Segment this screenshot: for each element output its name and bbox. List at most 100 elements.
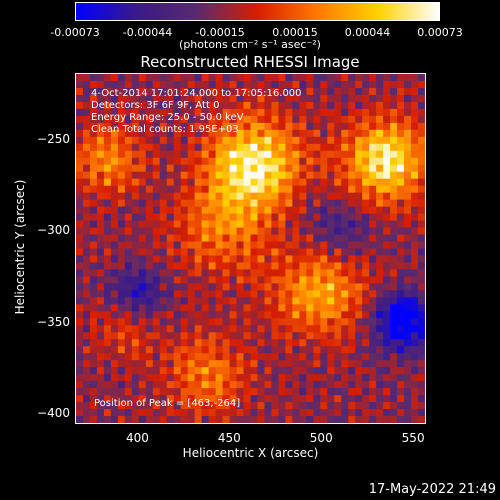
heatmap-cell <box>299 402 307 410</box>
heatmap-cell <box>320 325 328 333</box>
heatmap-cell <box>285 374 293 382</box>
heatmap-cell <box>348 94 356 103</box>
heatmap-cell <box>362 192 370 201</box>
heatmap-cell <box>355 374 363 382</box>
heatmap-cell <box>103 87 112 96</box>
heatmap-cell <box>327 297 335 305</box>
heatmap-cell <box>383 381 391 389</box>
heatmap-cell <box>236 206 245 215</box>
heatmap-cell <box>250 276 259 284</box>
heatmap-cell <box>215 185 224 194</box>
heatmap-cell <box>411 255 419 264</box>
heatmap-cell <box>341 94 349 103</box>
heatmap-cell <box>313 129 321 138</box>
heatmap-cell <box>187 115 196 124</box>
heatmap-cell <box>404 304 412 312</box>
heatmap-cell <box>334 283 342 291</box>
heatmap-cell <box>369 353 377 361</box>
heatmap-cell <box>355 297 363 305</box>
heatmap-cell <box>159 367 168 375</box>
heatmap-cell <box>229 220 238 229</box>
heatmap-cell <box>320 367 328 375</box>
annotation-time: 4-Oct-2014 17:01:24.000 to 17:05:16.000 <box>91 88 302 99</box>
heatmap-cell <box>376 325 384 333</box>
heatmap-cell <box>243 122 252 131</box>
heatmap-cell <box>131 339 140 347</box>
heatmap-cell <box>222 339 231 347</box>
colorbar-tick-label: -0.00044 <box>122 26 173 39</box>
heatmap-cell <box>173 157 182 166</box>
heatmap-cell <box>89 248 98 257</box>
heatmap-cell <box>334 304 342 312</box>
heatmap-cell <box>159 269 168 278</box>
heatmap-cell <box>138 353 147 361</box>
heatmap-cell <box>166 409 175 417</box>
heatmap-cell <box>285 101 293 110</box>
heatmap-cell <box>390 136 398 145</box>
heatmap-cell <box>390 346 398 354</box>
heatmap-cell <box>313 80 321 89</box>
heatmap-cell <box>404 234 412 243</box>
heatmap-cell <box>327 276 335 284</box>
heatmap-cell <box>250 129 259 138</box>
heatmap-cell <box>103 402 112 410</box>
heatmap-cell <box>222 388 231 396</box>
x-tick-label: 500 <box>309 431 333 445</box>
heatmap-cell <box>138 248 147 257</box>
heatmap-cell <box>76 276 84 284</box>
heatmap-cell <box>383 290 391 298</box>
heatmap-cell <box>313 276 321 284</box>
heatmap-cell <box>383 80 391 89</box>
heatmap-cell <box>89 227 98 236</box>
heatmap-cell <box>138 241 147 250</box>
heatmap-cell <box>397 227 405 236</box>
heatmap-cell <box>187 108 196 117</box>
heatmap-cell <box>383 157 391 166</box>
heatmap-cell <box>264 248 273 257</box>
heatmap-cell <box>383 388 391 396</box>
heatmap-cell <box>299 213 307 222</box>
heatmap-cell <box>383 255 391 264</box>
heatmap-cell <box>173 234 182 243</box>
heatmap-cell <box>110 409 119 417</box>
heatmap-cell <box>222 255 231 264</box>
heatmap-cell <box>411 381 419 389</box>
heatmap-cell <box>292 325 300 333</box>
heatmap-cell <box>418 101 425 110</box>
heatmap-cell <box>236 395 245 403</box>
heatmap-cell <box>229 171 238 180</box>
heatmap-cell <box>76 402 84 410</box>
heatmap-cell <box>411 346 419 354</box>
heatmap-cell <box>194 199 203 208</box>
heatmap-cell <box>173 94 182 103</box>
heatmap-cell <box>124 206 133 215</box>
heatmap-cell <box>313 325 321 333</box>
heatmap-cell <box>173 220 182 229</box>
heatmap-cell <box>159 220 168 229</box>
heatmap-cell <box>320 297 328 305</box>
heatmap-cell <box>411 199 419 208</box>
heatmap-cell <box>215 395 224 403</box>
heatmap-cell <box>369 234 377 243</box>
heatmap-cell <box>369 101 377 110</box>
heatmap-cell <box>76 395 84 403</box>
heatmap-cell <box>292 304 300 312</box>
heatmap-cell <box>292 234 300 243</box>
heatmap-cell <box>334 74 342 82</box>
heatmap-cell <box>208 241 217 250</box>
heatmap-cell <box>222 304 231 312</box>
heatmap-cell <box>278 262 286 271</box>
heatmap-cell <box>103 199 112 208</box>
heatmap-cell <box>299 171 307 180</box>
heatmap-cell <box>292 150 300 159</box>
heatmap-cell <box>278 339 286 347</box>
heatmap-cell <box>418 318 425 326</box>
heatmap-cell <box>292 416 300 423</box>
heatmap-cell <box>320 206 328 215</box>
heatmap-cell <box>383 143 391 152</box>
heatmap-cell <box>222 74 231 82</box>
heatmap-cell <box>313 157 321 166</box>
heatmap-cell <box>208 374 217 382</box>
heatmap-cell <box>257 304 266 312</box>
heatmap-cell <box>103 234 112 243</box>
